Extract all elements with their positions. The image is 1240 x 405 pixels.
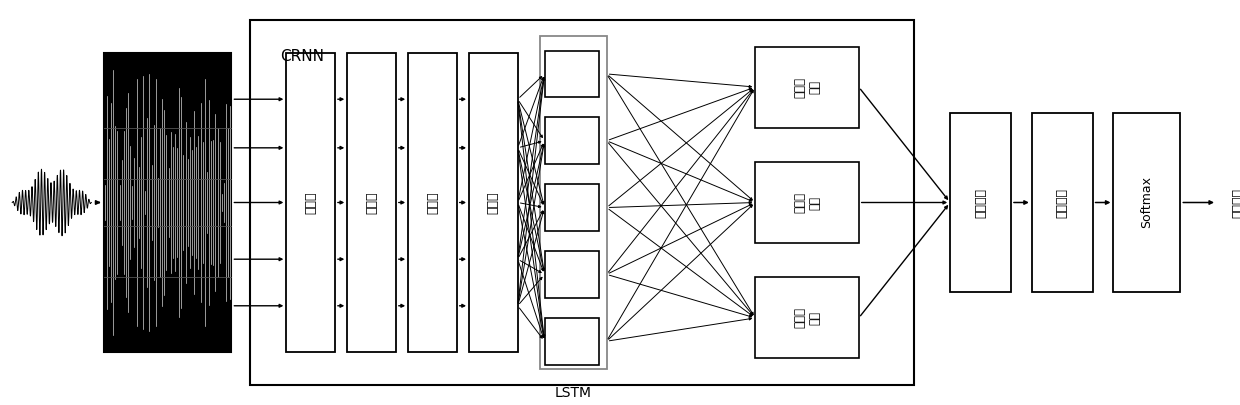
Text: LSTM: LSTM xyxy=(554,386,591,400)
Text: 全连接层: 全连接层 xyxy=(1055,188,1069,217)
Bar xyxy=(408,53,456,352)
Bar xyxy=(469,53,518,352)
Text: 卷积层: 卷积层 xyxy=(425,191,439,214)
Bar xyxy=(347,53,396,352)
Text: Softmax: Softmax xyxy=(1141,177,1153,228)
Bar xyxy=(544,117,599,164)
Bar xyxy=(1114,113,1180,292)
Bar xyxy=(755,277,859,358)
Text: 池化层: 池化层 xyxy=(487,191,500,214)
Text: CRNN: CRNN xyxy=(280,49,324,64)
FancyBboxPatch shape xyxy=(725,24,901,381)
Bar xyxy=(755,162,859,243)
Text: 平均值
池化: 平均值 池化 xyxy=(794,192,821,213)
Bar xyxy=(755,47,859,128)
Text: 最大值
池化: 最大值 池化 xyxy=(794,77,821,98)
Bar xyxy=(544,51,599,97)
Text: 情感类别: 情感类别 xyxy=(1231,188,1240,217)
Bar xyxy=(104,53,232,352)
Text: 最小值
池化: 最小值 池化 xyxy=(794,307,821,328)
Bar xyxy=(1032,113,1092,292)
Text: 全连接层: 全连接层 xyxy=(975,188,987,217)
Text: 卷积层: 卷积层 xyxy=(304,191,317,214)
Bar xyxy=(544,184,599,231)
Text: 池化层: 池化层 xyxy=(365,191,378,214)
Bar xyxy=(544,318,599,364)
Bar xyxy=(950,113,1011,292)
Bar xyxy=(249,20,914,385)
Bar xyxy=(539,36,606,369)
Bar xyxy=(286,53,335,352)
Bar xyxy=(544,251,599,298)
